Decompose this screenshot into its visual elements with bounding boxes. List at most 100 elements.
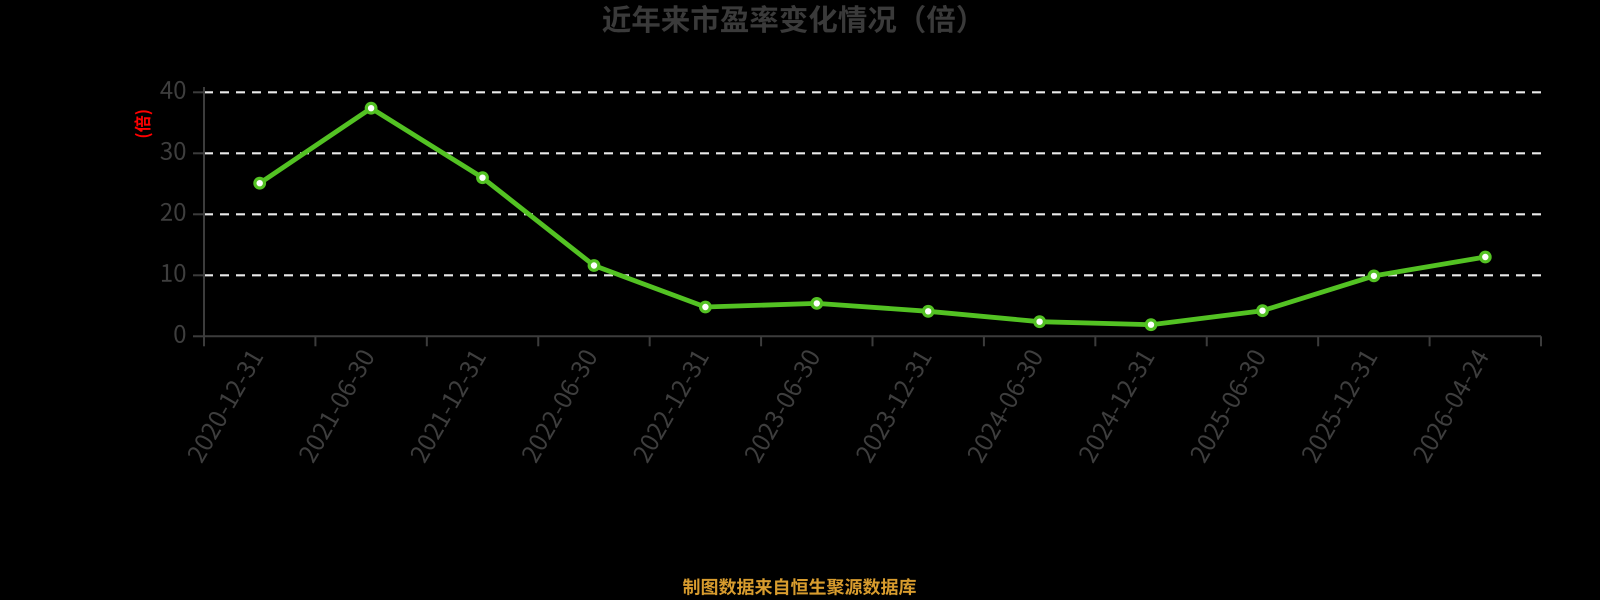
- y-tick-label-20: [160, 202, 186, 222]
- x-tick-label-2025-06-30: [1189, 347, 1267, 464]
- digit-glyph-hyphen: [1336, 407, 1342, 414]
- digit-glyph-hyphen: [1020, 376, 1025, 383]
- data-point-2022-06-30: [587, 259, 601, 272]
- digit-glyph-3: [160, 141, 172, 161]
- digit-glyph-hyphen: [333, 407, 339, 414]
- digit-glyph-1: [465, 348, 487, 366]
- y-axis-unit-glyphs: [134, 110, 153, 138]
- chart-title: 近年来市盈率变化情况（倍）: [602, 4, 966, 34]
- series-pe-ratio: [253, 101, 1492, 332]
- digit-glyph-1: [1332, 390, 1354, 409]
- data-point-2022-12-31: [699, 300, 712, 314]
- digit-glyph-1: [441, 390, 462, 409]
- digit-glyph-1: [218, 390, 239, 409]
- digit-glyph-1: [664, 390, 685, 409]
- digit-glyph-2: [892, 378, 915, 398]
- digit-glyph-0: [174, 202, 186, 222]
- digit-glyph-1: [243, 348, 264, 366]
- data-point-2025-06-30: [1256, 304, 1269, 318]
- axes: [193, 87, 1542, 347]
- data-point-2020-12-31: [253, 176, 267, 190]
- digit-glyph-2: [1115, 378, 1138, 398]
- digit-glyph-hyphen: [668, 407, 673, 414]
- x-tick-label-2025-12-31: [1300, 348, 1378, 464]
- data-point-2024-06-30: [1033, 315, 1046, 329]
- digit-glyph-hyphen: [574, 376, 580, 383]
- digit-glyph-1: [1357, 348, 1378, 366]
- digit-glyph-hyphen: [445, 407, 450, 414]
- x-tick-label-2024-12-31: [1077, 348, 1155, 464]
- digit-glyph-2: [224, 378, 246, 398]
- x-tick-label-2020-12-31: [186, 348, 264, 464]
- digit-glyph-hyphen: [556, 407, 562, 414]
- digit-glyph-2: [1338, 378, 1360, 398]
- digit-glyph-hyphen: [1225, 407, 1230, 414]
- gridlines: [204, 91, 1541, 277]
- source-caption: 制图数据来自恒生聚源数据库: [682, 578, 916, 596]
- digit-glyph-1: [161, 264, 172, 282]
- digit-glyph-hyphen: [686, 376, 691, 383]
- y-axis-unit-label: (倍): [134, 110, 153, 138]
- data-point-2026-04-24: [1478, 250, 1492, 264]
- digit-glyph-3: [1126, 359, 1149, 380]
- x-tick-label-2024-06-30: [966, 347, 1044, 464]
- digit-glyph-0: [174, 324, 186, 344]
- digit-glyph-3: [680, 359, 703, 380]
- digit-glyph-1: [886, 390, 908, 409]
- digit-glyph-0: [174, 80, 186, 100]
- digit-glyph-0: [174, 141, 186, 161]
- data-point-2023-06-30: [810, 297, 824, 310]
- x-tick-label-2022-06-30: [520, 347, 599, 464]
- x-tick-label-2026-04-24: [1411, 347, 1490, 464]
- data-point-2024-12-31: [1144, 318, 1158, 332]
- data-point-2021-12-31: [476, 171, 489, 185]
- digit-glyph-1: [1109, 390, 1131, 409]
- x-tick-label-2023-06-30: [743, 347, 821, 464]
- digit-glyph-hyphen: [463, 376, 468, 383]
- digit-glyph-2: [447, 378, 469, 398]
- source-caption-glyphs: [682, 578, 916, 596]
- x-tick-label-2021-12-31: [409, 348, 487, 464]
- pe-ratio-line: [257, 105, 1488, 328]
- digit-glyph-4: [160, 81, 173, 99]
- digit-glyph-1: [318, 410, 340, 428]
- x-tick-label-2023-12-31: [854, 348, 932, 464]
- digit-glyph-hyphen: [351, 376, 357, 383]
- digit-glyph-hyphen: [1131, 376, 1137, 383]
- digit-glyph-hyphen: [240, 376, 245, 383]
- y-tick-label-10: [161, 263, 186, 283]
- data-point-2021-06-30: [364, 101, 378, 115]
- digit-glyph-3: [1349, 359, 1372, 380]
- digit-glyph-0: [174, 263, 186, 283]
- digit-glyph-3: [903, 359, 926, 380]
- digit-glyph-1: [1134, 348, 1155, 366]
- digit-glyph-1: [430, 410, 451, 428]
- digit-glyph-hyphen: [222, 407, 228, 414]
- digit-glyph-hyphen: [1002, 407, 1008, 414]
- x-axis-tick-labels: 2020-12-312021-06-302021-12-312022-06-30…: [186, 347, 1490, 464]
- y-axis-tick-labels: 010203040: [160, 80, 186, 344]
- digit-glyph-hyphen: [1243, 376, 1248, 383]
- digit-glyph-1: [911, 348, 932, 366]
- x-tick-label-2022-12-31: [631, 348, 710, 464]
- digit-glyph-hyphen: [891, 407, 896, 414]
- y-tick-label-40: [160, 80, 186, 100]
- data-point-2025-12-31: [1367, 269, 1381, 283]
- digit-glyph-hyphen: [1448, 407, 1453, 414]
- digit-glyph-hyphen: [1354, 376, 1360, 383]
- chart-title-glyphs: [602, 4, 966, 34]
- digit-glyph-hyphen: [908, 376, 914, 383]
- data-point-2023-12-31: [921, 304, 935, 318]
- y-tick-label-0: [174, 324, 186, 344]
- digit-glyph-1: [688, 348, 710, 366]
- x-tick-label-2021-06-30: [297, 347, 376, 464]
- digit-glyph-2: [160, 202, 172, 221]
- digit-glyph-hyphen: [1465, 376, 1471, 383]
- digit-glyph-hyphen: [1113, 407, 1119, 414]
- digit-glyph-3: [235, 359, 258, 380]
- digit-glyph-2: [670, 378, 692, 398]
- digit-glyph-3: [458, 359, 480, 380]
- digit-glyph-hyphen: [779, 407, 785, 414]
